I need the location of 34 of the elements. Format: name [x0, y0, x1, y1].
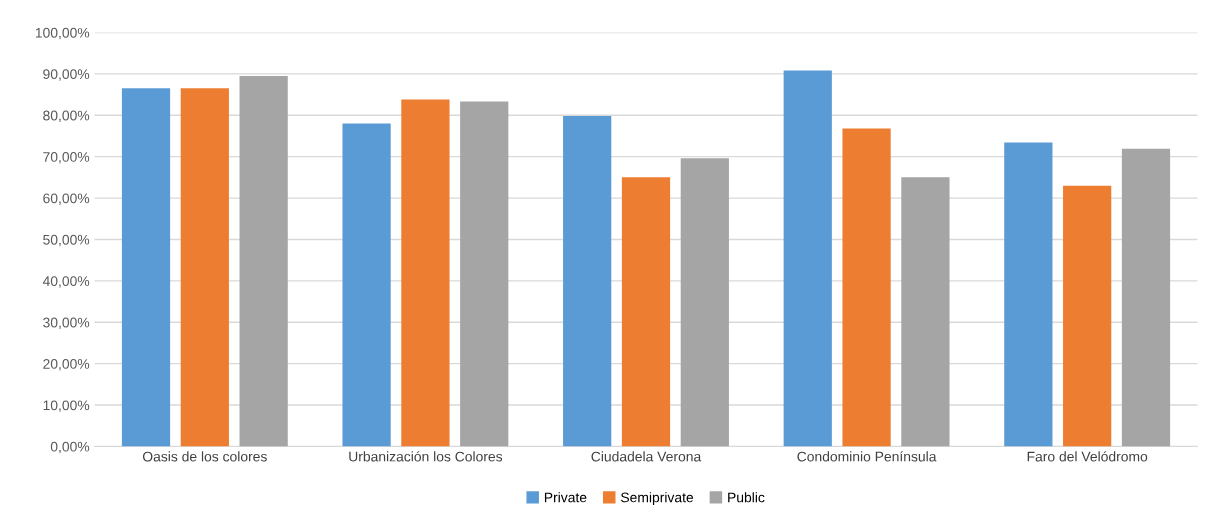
bar [563, 116, 612, 447]
bar [239, 75, 288, 447]
bar [621, 177, 671, 447]
x-tick-label: Oasis de los colores [142, 451, 267, 462]
y-tick-label: 10,00% [43, 400, 90, 412]
y-tick-label: 70,00% [43, 152, 90, 164]
y-tick-label: 100,00% [35, 27, 90, 40]
bar [783, 70, 832, 447]
legend-label: Public [728, 492, 765, 503]
legend-label: Private [544, 492, 587, 503]
x-tick-label: Urbanización los Colores [349, 451, 503, 462]
y-tick-label: 40,00% [42, 276, 90, 288]
bar [121, 88, 171, 447]
bar [1121, 148, 1171, 447]
bar [1063, 185, 1112, 447]
x-tick-label: Faro del Velódromo [1027, 451, 1148, 462]
y-tick-label: 0,00% [50, 441, 90, 454]
bar [680, 158, 729, 447]
legend-label: Semiprivate [621, 492, 694, 506]
y-tick-label: 30,00% [43, 317, 90, 330]
y-tick-label: 90,00% [43, 69, 90, 81]
y-tick-label: 20,00% [43, 358, 90, 371]
bar [460, 101, 509, 447]
bar [901, 177, 950, 447]
bar [1004, 142, 1053, 447]
bar [342, 123, 391, 447]
bar [401, 99, 450, 447]
x-tick-label: Condominio Península [797, 451, 937, 462]
bar [180, 88, 229, 447]
y-tick-label: 60,00% [43, 193, 90, 205]
bar [842, 128, 891, 447]
y-tick-label: 50,00% [43, 234, 90, 247]
y-tick-label: 80,00% [43, 110, 90, 123]
x-tick-label: Ciudadela Verona [591, 451, 702, 462]
